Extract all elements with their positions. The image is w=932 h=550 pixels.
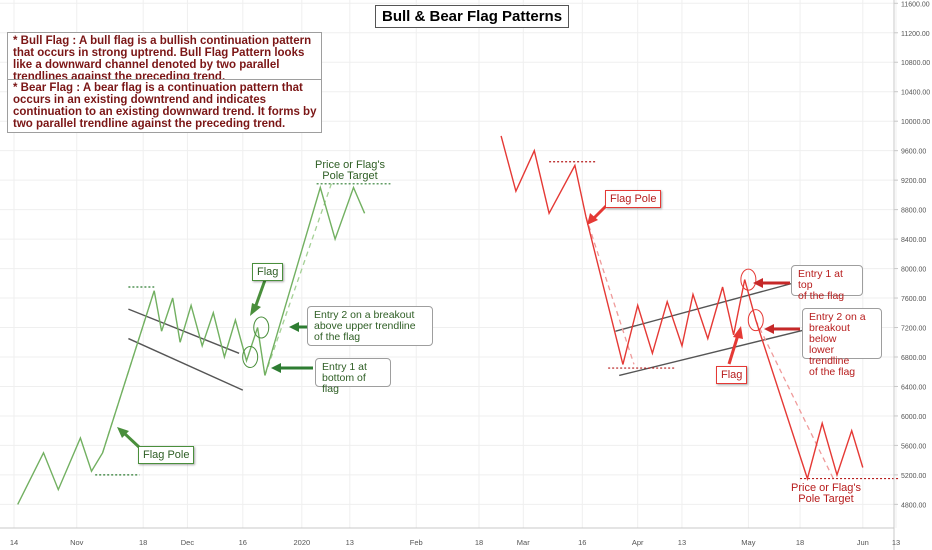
x-tick-label: 18 (796, 538, 804, 547)
y-tick-label: 8800.00 (901, 208, 926, 215)
x-tick-label: Jun (857, 538, 869, 547)
bear-pole-arrow (587, 204, 608, 225)
y-tick-label: 5200.00 (901, 473, 926, 480)
x-tick-label: 16 (578, 538, 586, 547)
x-tick-label: Mar (517, 538, 530, 547)
bear-price-series (500, 135, 864, 482)
bear-entry2-arrow (764, 324, 800, 334)
bull-entry1-line1: Entry 1 at (322, 361, 367, 373)
bull-entry2-line3: of the flag (314, 331, 361, 343)
y-tick-label: 10800.00 (901, 60, 930, 67)
bull-target-line2: Pole Target (322, 170, 378, 182)
y-tick-label: 11600.00 (901, 1, 930, 8)
y-tick-label: 11200.00 (901, 31, 930, 38)
bear-entry2-line4: of the flag (809, 366, 856, 378)
y-tick-label: 10400.00 (901, 90, 930, 97)
bull-entry-marker (242, 345, 259, 368)
bull-target-label: Price or Flag's Pole Target (313, 160, 387, 182)
x-tick-label: Feb (410, 538, 423, 547)
x-tick-label: 13 (892, 538, 900, 547)
bull-entry-marker (253, 316, 270, 339)
y-tick-label: 7600.00 (901, 296, 926, 303)
bear-entry2-callout: Entry 2 on a breakout below lower trendl… (802, 308, 882, 378)
x-tick-label: 2020 (294, 538, 311, 547)
x-tick-label: May (741, 538, 755, 547)
bear-flag-arrow (727, 326, 743, 365)
y-tick-label: 6800.00 (901, 355, 926, 362)
bull-pole-arrow (117, 427, 142, 450)
bear-entry1-line2: of the flag (798, 290, 845, 302)
bear-target-line1: Price or Flag's (791, 482, 861, 494)
y-tick-label: 4800.00 (901, 502, 926, 509)
bear-entry-marker (747, 309, 764, 332)
y-tick-label: 10000.00 (901, 119, 930, 126)
grid-layer (0, 0, 897, 528)
bull-flag-label: Flag (252, 263, 284, 281)
bull-entry1-line2: bottom of flag (322, 372, 366, 395)
x-tick-label: 14 (10, 538, 18, 547)
bull-entry1-arrow (271, 363, 313, 373)
bear-target-line2: Pole Target (798, 493, 854, 505)
x-tick-label: Apr (632, 538, 644, 547)
bear-entry1-arrow (753, 278, 790, 288)
bear-entry2-line2: breakout below (809, 322, 850, 345)
bear-entry-marker (740, 268, 757, 291)
bear-target-label: Price or Flag's Pole Target (786, 483, 866, 505)
y-tick-label: 9600.00 (901, 149, 926, 156)
chart-title: Bull & Bear Flag Patterns (375, 5, 570, 28)
marker-layer (242, 268, 764, 368)
bear-projection-line (755, 319, 834, 479)
y-tick-label: 7200.00 (901, 326, 926, 333)
x-tick-label: Nov (70, 538, 84, 547)
y-tick-label: 5600.00 (901, 443, 926, 450)
bull-flag-note: * Bull Flag : A bull flag is a bullish c… (7, 32, 322, 86)
bull-entry2-line1: Entry 2 on a breakout (314, 309, 415, 321)
bear-entry2-line1: Entry 2 on a (809, 311, 866, 323)
x-tick-label: 13 (346, 538, 354, 547)
x-tick-label: 13 (678, 538, 686, 547)
bull-pole-label: Flag Pole (138, 446, 195, 464)
bear-entry2-line3: lower trendline (809, 344, 850, 367)
y-tick-label: 8400.00 (901, 237, 926, 244)
y-tick-label: 6400.00 (901, 384, 926, 391)
x-tick-label: 16 (239, 538, 247, 547)
bull-projection-line (264, 183, 332, 376)
x-tick-label: 18 (139, 538, 147, 547)
bull-entry1-callout: Entry 1 at bottom of flag (315, 358, 391, 395)
x-tick-label: 18 (475, 538, 483, 547)
arrow-layer (117, 204, 800, 450)
bull-entry2-line2: above upper trendline (314, 320, 416, 332)
bear-pole-label: Flag Pole (605, 190, 662, 208)
bull-price-series (17, 184, 366, 505)
y-tick-label: 9200.00 (901, 178, 926, 185)
bear-flag-label: Flag (716, 366, 748, 384)
bull-entry2-callout: Entry 2 on a breakout above upper trendl… (307, 306, 433, 346)
bull-channel-line (128, 337, 244, 391)
x-tick-label: Dec (181, 538, 195, 547)
series-layer (17, 135, 864, 505)
bear-projection-line (585, 216, 635, 365)
bear-entry1-callout: Entry 1 at top of the flag (791, 265, 863, 302)
bear-flag-note: * Bear Flag : A bear flag is a continuat… (7, 79, 322, 133)
bear-entry1-line1: Entry 1 at top (798, 268, 843, 291)
bull-flag-arrow (250, 279, 267, 316)
y-tick-label: 6000.00 (901, 414, 926, 421)
y-tick-label: 8000.00 (901, 267, 926, 274)
bull-target-line1: Price or Flag's (315, 159, 385, 171)
